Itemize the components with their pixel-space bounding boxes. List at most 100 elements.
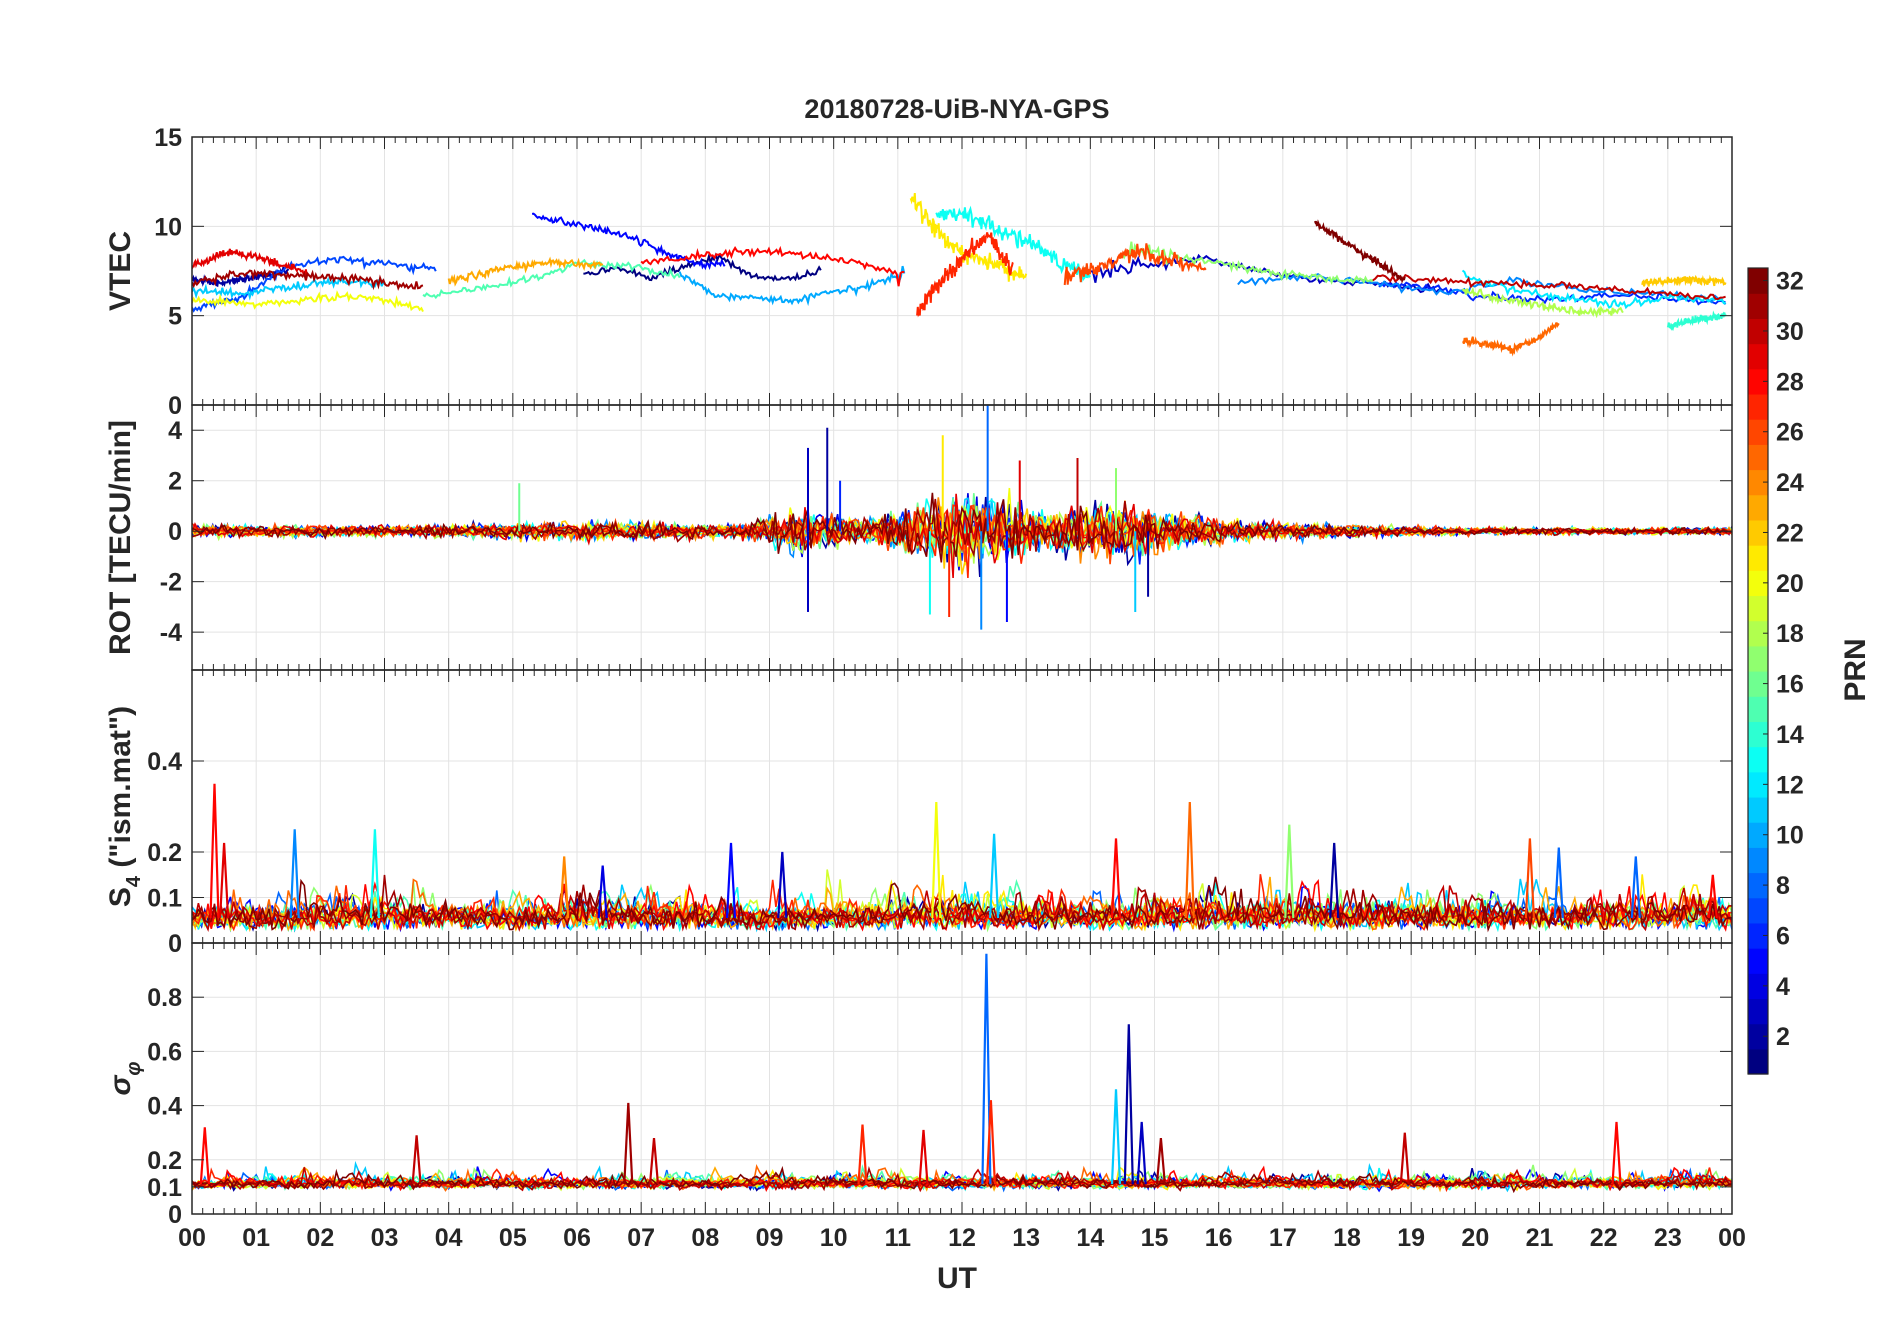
s4-peak-prn-8 xyxy=(1553,847,1564,919)
vtec-series-prn-15 xyxy=(422,258,681,300)
s4-peak-prn-13 xyxy=(369,829,380,919)
x-tick-label: 08 xyxy=(691,1224,719,1252)
colorbar-band xyxy=(1748,268,1768,294)
s4-peak-prn-4 xyxy=(597,865,608,919)
colorbar-tick-label: 26 xyxy=(1776,419,1804,447)
x-tick-label: 21 xyxy=(1526,1224,1554,1252)
x-tick-label: 19 xyxy=(1397,1224,1425,1252)
colorbar-band xyxy=(1748,872,1768,899)
colorbar-label: PRN xyxy=(1839,638,1872,701)
colorbar-band xyxy=(1748,721,1768,748)
plot-area xyxy=(192,953,1732,1194)
colorbar-tick-label: 10 xyxy=(1776,822,1804,850)
x-tick-label: 11 xyxy=(885,1224,912,1252)
colorbar-band xyxy=(1748,620,1768,647)
colorbar-tick-label: 22 xyxy=(1776,519,1804,547)
s4-peak-prn-3 xyxy=(777,851,788,919)
s4-peak-prn-25 xyxy=(1184,801,1195,919)
colorbar-band xyxy=(1748,771,1768,798)
y-tick-label: 0.4 xyxy=(147,1093,182,1121)
sigma_phi-peak-prn-28 xyxy=(1611,1121,1622,1185)
colorbar-band xyxy=(1748,444,1768,471)
vtec-series-prn-20 xyxy=(192,290,424,313)
colorbar-tick-label: 28 xyxy=(1776,368,1804,396)
vtec-series-prn-22 xyxy=(1641,274,1727,288)
vtec-series-prn-14 xyxy=(1666,310,1727,332)
colorbar-band xyxy=(1748,570,1768,597)
colorbar-tick-label: 18 xyxy=(1776,620,1804,648)
x-tick-label: 16 xyxy=(1205,1224,1233,1252)
x-tick-label: 00 xyxy=(1718,1224,1746,1252)
x-ticks xyxy=(191,670,1733,943)
colorbar-band xyxy=(1748,419,1768,445)
colorbar-tick-label: 4 xyxy=(1776,973,1790,1001)
x-tick-label: 15 xyxy=(1141,1224,1169,1252)
s4-peak-prn-11 xyxy=(989,833,1000,919)
x-tick-label: 22 xyxy=(1590,1224,1618,1252)
x-axis-label: UT xyxy=(937,1262,977,1295)
vtec-series-prn-28 xyxy=(640,245,905,287)
colorbar-band xyxy=(1748,822,1768,848)
x-tick-label: 05 xyxy=(499,1224,527,1252)
x-ticks xyxy=(191,405,1733,670)
y-axis-label-sigma_phi: σφ xyxy=(104,1062,145,1096)
x-tick-label: 03 xyxy=(371,1224,399,1252)
vtec-series-prn-11 xyxy=(192,275,386,301)
colorbar-band xyxy=(1748,973,1768,1000)
s4-peak-prn-9 xyxy=(289,829,300,919)
y-tick-label: 0.4 xyxy=(147,748,182,776)
x-tick-label: 18 xyxy=(1333,1224,1361,1252)
y-tick-label: 15 xyxy=(154,124,182,152)
y-tick-label: 0.1 xyxy=(147,1174,182,1202)
y-tick-label: 5 xyxy=(168,303,182,331)
vtec-series-prn-27 xyxy=(916,232,1014,318)
y-axis-label-main: S xyxy=(104,887,137,907)
colorbar-band xyxy=(1748,922,1768,949)
s4-peak-prn-29 xyxy=(219,842,230,919)
s4-peak-prn-28 xyxy=(1110,838,1122,919)
colorbar-tick-label: 24 xyxy=(1776,469,1804,497)
colorbar-band xyxy=(1748,796,1768,823)
y-tick-label: 0.2 xyxy=(147,839,182,867)
x-tick-label: 00 xyxy=(178,1224,206,1252)
x-ticks xyxy=(191,943,1733,1214)
plot-area xyxy=(192,193,1727,357)
colorbar-band xyxy=(1748,519,1768,546)
sigma_phi-peak-prn-27 xyxy=(985,1100,996,1185)
colorbar-band xyxy=(1748,746,1768,773)
panel-sigma_phi: 00.10.2 0.4 0.6 0.8 σφ xyxy=(104,942,1733,1229)
colorbar-band xyxy=(1748,847,1768,874)
colorbar-tick-label: 12 xyxy=(1776,771,1804,799)
vtec-series-prn-17 xyxy=(1121,241,1374,285)
y-axis-label-rest: ("ism.mat") xyxy=(104,706,137,876)
y-tick-label: -2 xyxy=(160,569,182,597)
y-tick-label: -4 xyxy=(160,619,182,647)
colorbar-band xyxy=(1748,393,1768,420)
x-tick-label: 14 xyxy=(1076,1224,1104,1252)
y-tick-label: 4 xyxy=(168,417,182,445)
colorbar-frame xyxy=(1747,267,1769,1075)
vtec-series-prn-13 xyxy=(935,205,1092,283)
s4-peak-prn-2 xyxy=(1329,842,1340,919)
colorbar-tick-label: 8 xyxy=(1776,872,1790,900)
s4-peak-prn-5 xyxy=(725,842,737,919)
s4-peak-prn-20 xyxy=(931,801,942,919)
y-axis-label-main: σ xyxy=(104,1075,137,1096)
y-axis-label-rot: ROT [TECU/min] xyxy=(104,420,137,655)
sigma_phi-peak-prn-11 xyxy=(1110,1089,1122,1185)
y-axis-label-s4: S4 ("ism.mat") xyxy=(104,706,145,907)
colorbar-band xyxy=(1748,671,1768,697)
s4-series-prn-13 xyxy=(192,881,1732,933)
x-tick-label: 04 xyxy=(435,1224,463,1252)
colorbar-band xyxy=(1748,343,1768,370)
x-tick-label: 12 xyxy=(948,1224,976,1252)
colorbar-tick-label: 16 xyxy=(1776,671,1804,699)
colorbar-tick-label: 14 xyxy=(1776,721,1804,749)
vtec-series-prn-18 xyxy=(1461,286,1624,319)
x-tick-label: 09 xyxy=(756,1224,784,1252)
plot-area xyxy=(192,783,1732,933)
colorbar-band xyxy=(1748,469,1768,496)
s4-peak-prn-8 xyxy=(1630,856,1641,919)
